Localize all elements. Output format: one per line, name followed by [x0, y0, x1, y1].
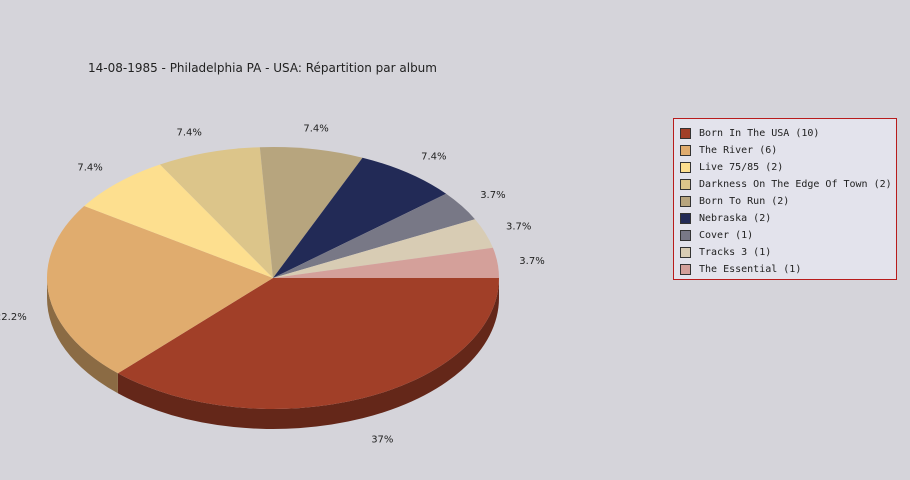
legend-item: The Essential (1): [680, 261, 896, 278]
legend-item: Darkness On The Edge Of Town (2): [680, 176, 896, 193]
pie-slice: [273, 193, 475, 278]
legend-item: The River (6): [680, 142, 896, 159]
pie-slice: [84, 164, 274, 278]
slice-percent-label: 7.4%: [77, 163, 102, 174]
legend-item: Born To Run (2): [680, 193, 896, 210]
pie-slice: [117, 278, 499, 409]
chart-legend: Born In The USA (10) The River (6) Live 75…: [673, 118, 897, 280]
pie-slice: [46, 206, 274, 374]
chart-title: 14-08-1985 - Philadelphia PA - USA: Répa…: [88, 61, 437, 75]
pie-slice: [273, 219, 493, 278]
legend-label: Live 75/85 (2): [699, 162, 784, 173]
legend-item: Live 75/85 (2): [680, 159, 896, 176]
pie-slice: [273, 157, 447, 278]
pie-slice: [273, 247, 499, 278]
legend-swatch: [680, 162, 691, 173]
legend-swatch: [680, 179, 691, 190]
slice-percent-label: 3.7%: [519, 256, 544, 267]
legend-item: Nebraska (2): [680, 210, 896, 227]
pie-slice-side: [47, 278, 118, 394]
slice-percent-label: 7.4%: [421, 151, 446, 162]
legend-swatch: [680, 213, 691, 224]
legend-swatch: [680, 230, 691, 241]
legend-swatch: [680, 196, 691, 207]
legend-label: Born In The USA (10): [699, 128, 820, 139]
legend-label: Born To Run (2): [699, 196, 790, 207]
legend-swatch: [680, 264, 691, 275]
slice-percent-label: 7.4%: [303, 123, 328, 134]
slice-percent-label: 37%: [371, 435, 393, 446]
slice-percent-label: 3.7%: [506, 222, 531, 233]
legend-label: Darkness On The Edge Of Town (2): [699, 179, 892, 190]
legend-label: The Essential (1): [699, 264, 802, 275]
pie-slice: [259, 147, 363, 278]
legend-item: Cover (1): [680, 227, 896, 244]
legend-label: Tracks 3 (1): [699, 247, 772, 258]
legend-item: Tracks 3 (1): [680, 244, 896, 261]
legend-label: The River (6): [699, 145, 778, 156]
legend-swatch: [680, 247, 691, 258]
pie-slice-side: [117, 278, 499, 429]
pie-slice: [160, 147, 273, 278]
legend-swatch: [680, 145, 691, 156]
slice-percent-label: 22.2%: [0, 312, 27, 323]
slice-percent-label: 7.4%: [176, 127, 201, 138]
legend-label: Nebraska (2): [699, 213, 772, 224]
legend-item: Born In The USA (10): [680, 125, 896, 142]
slice-percent-label: 3.7%: [480, 190, 505, 201]
legend-label: Cover (1): [699, 230, 754, 241]
legend-swatch: [680, 128, 691, 139]
